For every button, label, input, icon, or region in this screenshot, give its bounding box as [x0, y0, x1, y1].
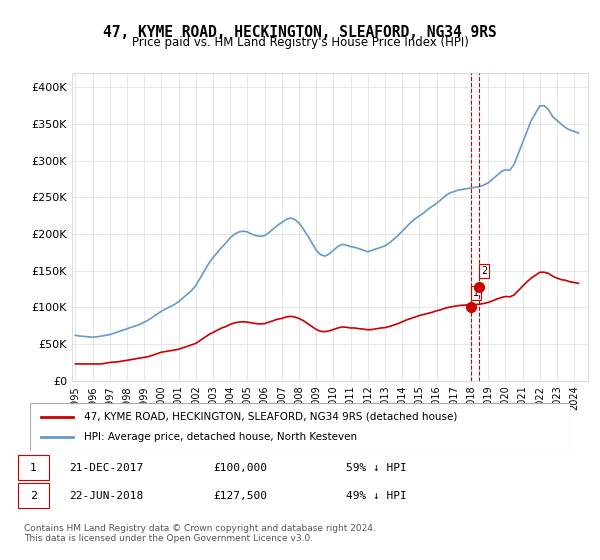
Text: 1: 1	[30, 463, 37, 473]
Text: £100,000: £100,000	[214, 463, 268, 473]
Text: 47, KYME ROAD, HECKINGTON, SLEAFORD, NG34 9RS: 47, KYME ROAD, HECKINGTON, SLEAFORD, NG3…	[103, 25, 497, 40]
FancyBboxPatch shape	[18, 483, 49, 508]
Text: 1: 1	[473, 288, 479, 298]
Text: Contains HM Land Registry data © Crown copyright and database right 2024.
This d: Contains HM Land Registry data © Crown c…	[24, 524, 376, 543]
Text: HPI: Average price, detached house, North Kesteven: HPI: Average price, detached house, Nort…	[84, 432, 357, 442]
Text: 2: 2	[30, 491, 37, 501]
Text: Price paid vs. HM Land Registry's House Price Index (HPI): Price paid vs. HM Land Registry's House …	[131, 36, 469, 49]
Text: 49% ↓ HPI: 49% ↓ HPI	[346, 491, 407, 501]
Text: 59% ↓ HPI: 59% ↓ HPI	[346, 463, 407, 473]
FancyBboxPatch shape	[18, 455, 49, 480]
Text: 47, KYME ROAD, HECKINGTON, SLEAFORD, NG34 9RS (detached house): 47, KYME ROAD, HECKINGTON, SLEAFORD, NG3…	[84, 412, 457, 422]
FancyBboxPatch shape	[30, 403, 570, 451]
Text: £127,500: £127,500	[214, 491, 268, 501]
Text: 22-JUN-2018: 22-JUN-2018	[70, 491, 144, 501]
Text: 2: 2	[481, 266, 487, 276]
Text: 21-DEC-2017: 21-DEC-2017	[70, 463, 144, 473]
